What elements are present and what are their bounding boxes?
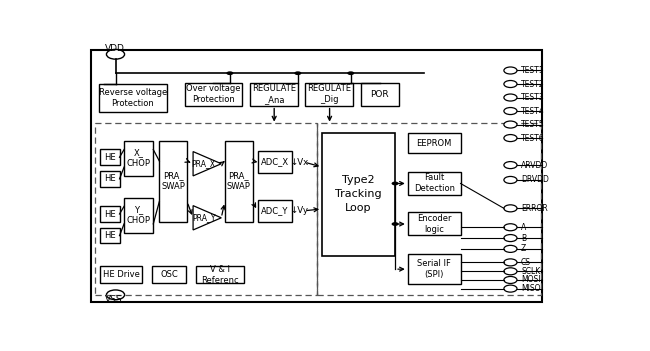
Text: TEST1: TEST1 — [521, 66, 545, 75]
Text: TEST3: TEST3 — [521, 93, 545, 102]
Text: TEST2: TEST2 — [521, 80, 545, 88]
Circle shape — [504, 67, 517, 74]
Text: TEST4: TEST4 — [521, 107, 545, 115]
Circle shape — [347, 71, 354, 75]
Bar — [257, 200, 292, 222]
Bar — [257, 151, 292, 173]
Text: Fault
Detection: Fault Detection — [413, 173, 454, 193]
Circle shape — [504, 134, 517, 141]
Bar — [322, 133, 395, 256]
Bar — [408, 172, 461, 195]
Text: TEST5: TEST5 — [521, 120, 545, 129]
Bar — [361, 83, 398, 106]
Bar — [225, 141, 252, 222]
Bar — [100, 266, 142, 283]
Text: TEST6: TEST6 — [521, 134, 545, 143]
Text: MISO: MISO — [521, 284, 541, 293]
Bar — [306, 83, 354, 106]
Polygon shape — [193, 206, 221, 230]
Text: CS: CS — [521, 258, 531, 267]
Bar — [99, 84, 167, 112]
Text: DRVDD: DRVDD — [521, 176, 549, 185]
Text: OSC: OSC — [160, 270, 178, 279]
Text: ADC_X: ADC_X — [261, 158, 289, 167]
Text: V & I
Referenc: V & I Referenc — [202, 265, 239, 285]
Circle shape — [504, 94, 517, 101]
Text: REGULATE
_Ana: REGULATE _Ana — [252, 84, 296, 104]
Text: ADC_Y: ADC_Y — [261, 206, 289, 215]
Text: HE Drive: HE Drive — [103, 270, 140, 279]
Text: Serial IF
(SPI): Serial IF (SPI) — [417, 259, 451, 279]
Bar — [100, 171, 120, 187]
Bar — [317, 123, 541, 295]
Text: SCLK: SCLK — [521, 267, 540, 276]
Text: MOSI: MOSI — [521, 276, 541, 284]
Text: PRA_Y: PRA_Y — [192, 213, 215, 222]
Circle shape — [504, 205, 517, 212]
Bar — [152, 266, 186, 283]
Circle shape — [226, 71, 233, 75]
Text: ↓Vx: ↓Vx — [290, 158, 308, 167]
Circle shape — [504, 245, 517, 252]
Text: HE: HE — [104, 231, 116, 240]
Text: A: A — [521, 223, 527, 232]
Text: Y_
CHOP: Y_ CHOP — [127, 205, 151, 225]
Circle shape — [504, 268, 517, 275]
Circle shape — [504, 234, 517, 241]
Bar — [100, 206, 120, 222]
Text: B: B — [521, 233, 526, 243]
Text: HE: HE — [104, 174, 116, 183]
Text: VDD: VDD — [105, 44, 125, 53]
Circle shape — [504, 107, 517, 114]
Circle shape — [294, 71, 302, 75]
Circle shape — [504, 277, 517, 284]
Circle shape — [391, 181, 398, 185]
Bar — [408, 133, 461, 153]
Text: Over voltage
Protection: Over voltage Protection — [187, 84, 240, 104]
Text: Z: Z — [521, 244, 527, 253]
Bar — [250, 83, 298, 106]
Bar — [124, 198, 153, 233]
Bar — [124, 141, 153, 176]
Text: HE: HE — [104, 210, 116, 219]
Circle shape — [504, 177, 517, 184]
Bar — [91, 50, 542, 302]
Bar — [196, 266, 244, 283]
Bar — [408, 254, 461, 284]
Text: HE: HE — [104, 153, 116, 162]
Bar — [100, 228, 120, 244]
Text: REGULATE
_Dig: REGULATE _Dig — [307, 84, 352, 104]
Text: PRA_
SWAP: PRA_ SWAP — [227, 171, 251, 191]
Circle shape — [504, 285, 517, 292]
Polygon shape — [193, 152, 221, 176]
Circle shape — [107, 49, 125, 59]
Text: ERROR: ERROR — [521, 204, 548, 213]
Text: Type2
Tracking
Loop: Type2 Tracking Loop — [335, 175, 382, 213]
Circle shape — [107, 290, 125, 300]
Bar — [408, 212, 461, 236]
Bar — [185, 83, 242, 106]
Circle shape — [504, 161, 517, 168]
Circle shape — [504, 224, 517, 231]
Circle shape — [391, 222, 398, 226]
Text: POR: POR — [370, 90, 389, 99]
Circle shape — [504, 259, 517, 266]
Text: Reverse voltage
Protection: Reverse voltage Protection — [99, 88, 167, 108]
Circle shape — [504, 80, 517, 87]
Bar — [96, 123, 317, 295]
Text: Encoder
logic: Encoder logic — [417, 214, 451, 234]
Text: PRA_X: PRA_X — [192, 159, 216, 168]
Text: ↓Vy: ↓Vy — [290, 206, 308, 215]
Text: EEPROM: EEPROM — [417, 139, 452, 148]
Bar — [100, 150, 120, 165]
Text: VSS: VSS — [105, 295, 123, 304]
Bar — [159, 141, 187, 222]
Text: PRA_
SWAP: PRA_ SWAP — [161, 171, 185, 191]
Text: ARVDD: ARVDD — [521, 161, 548, 170]
Text: X_
CHOP: X_ CHOP — [127, 148, 151, 168]
Circle shape — [504, 121, 517, 128]
